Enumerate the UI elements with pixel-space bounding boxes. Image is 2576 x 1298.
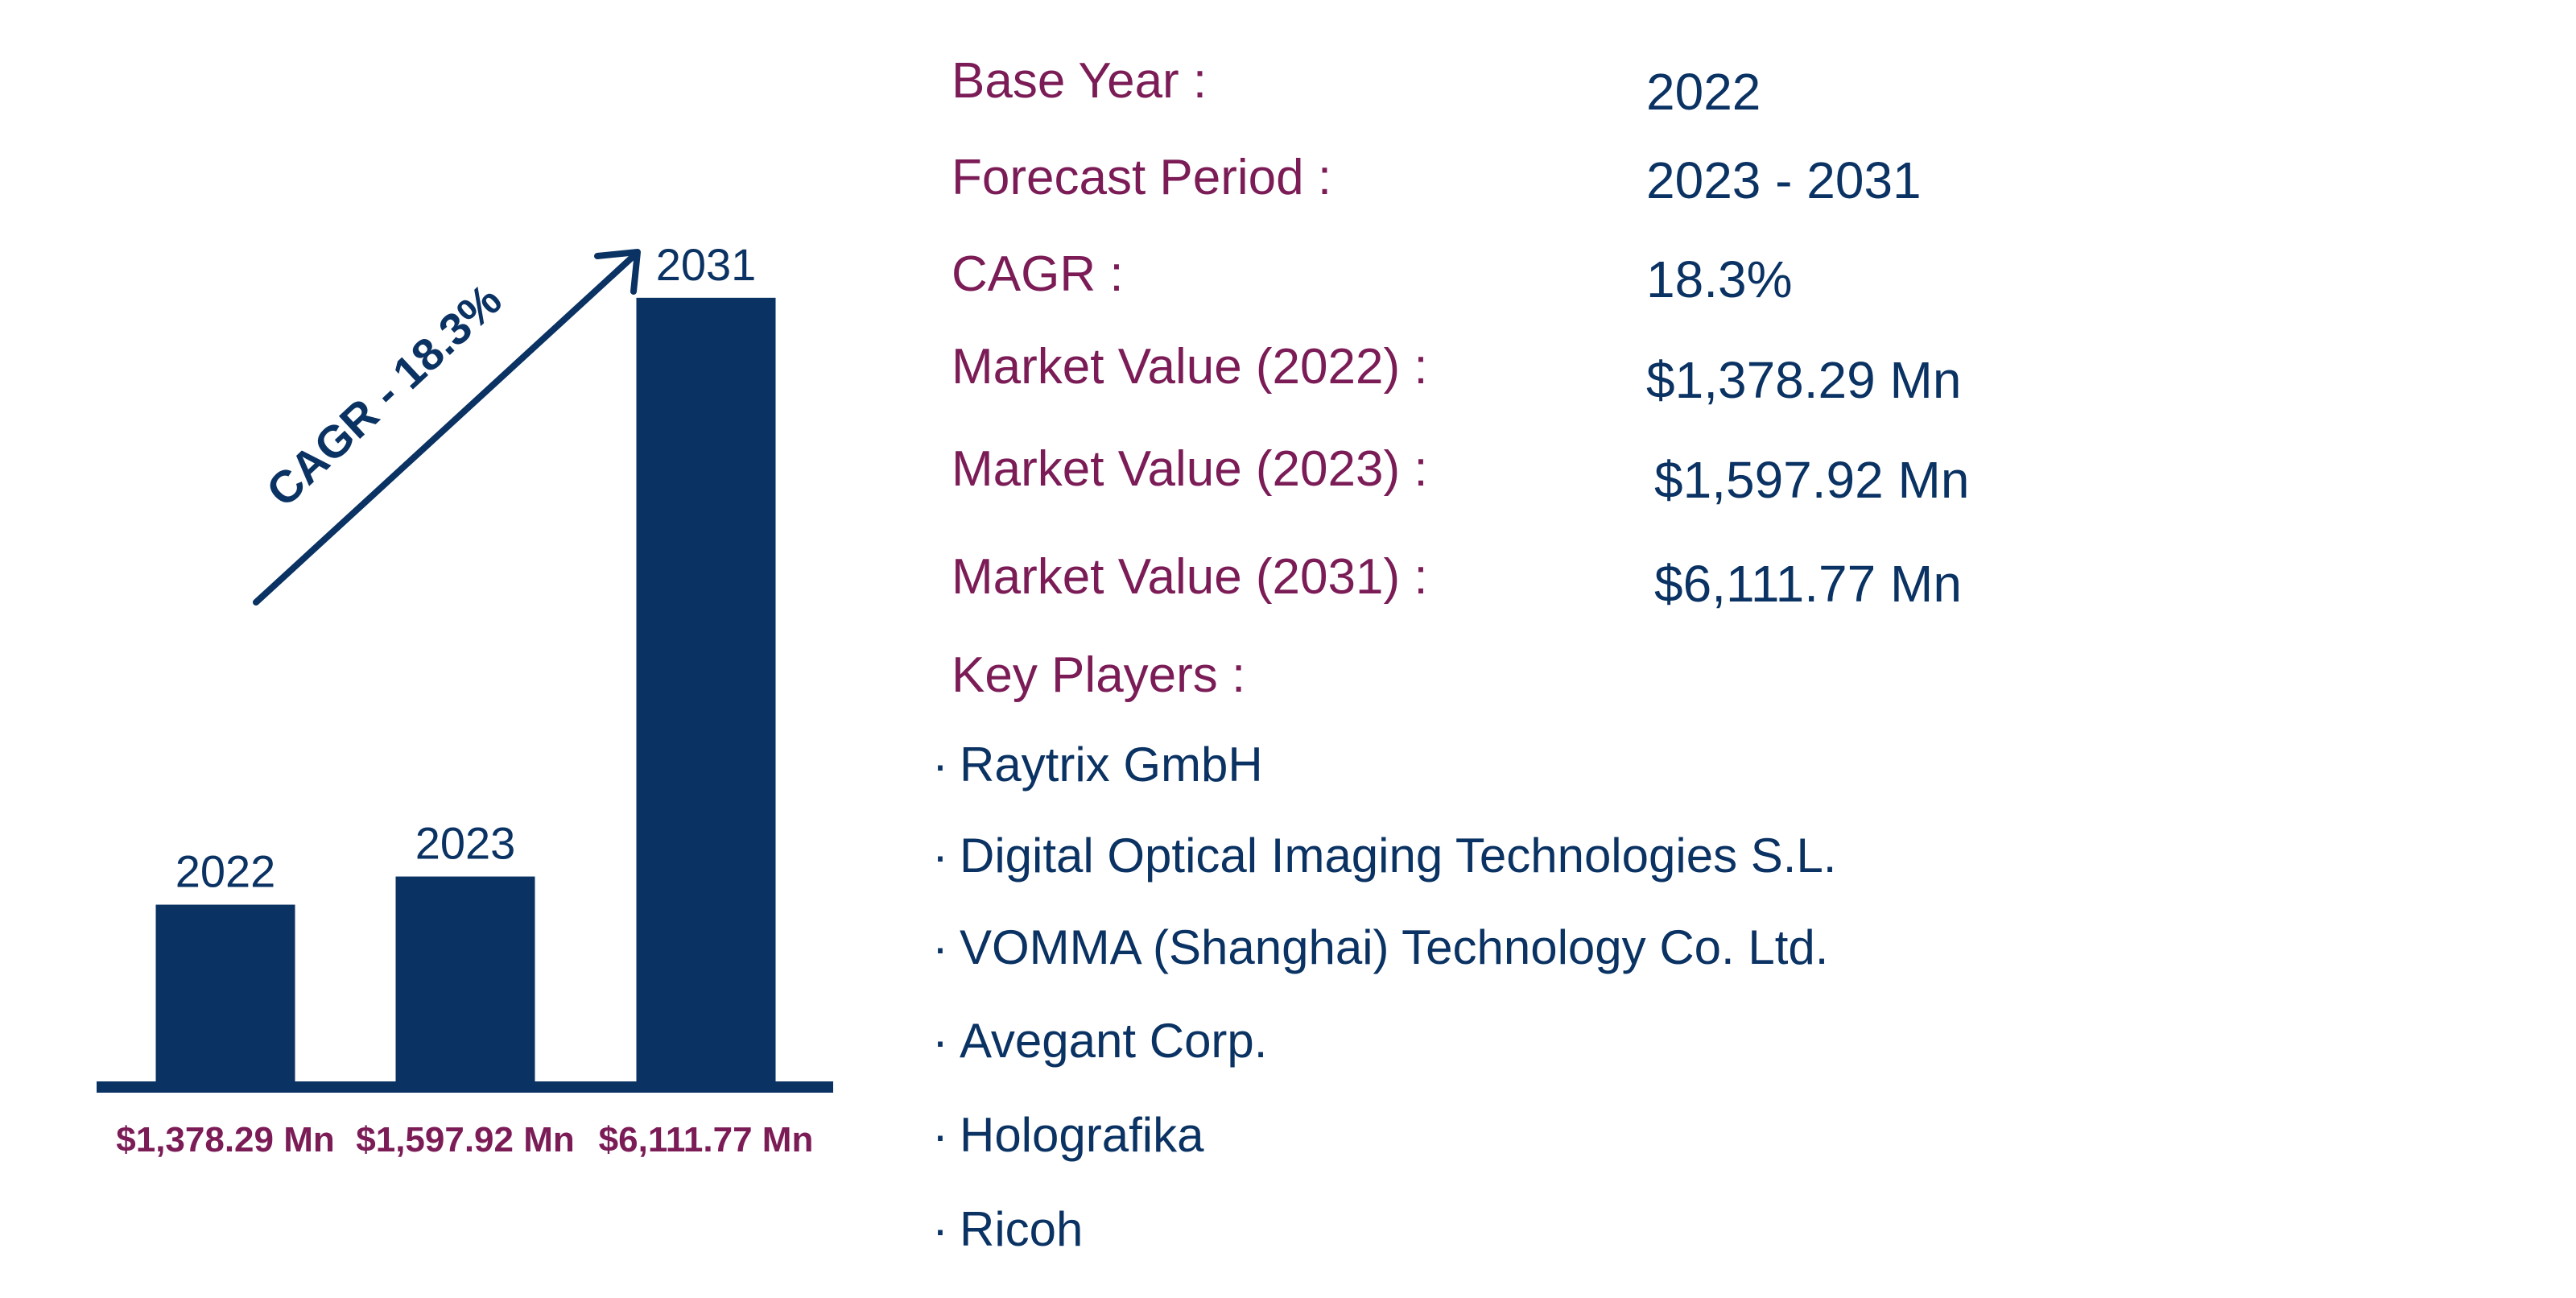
stat-label-market-value-2023: Market Value (2023) : — [952, 441, 1428, 497]
bar-value-label: $1,378.29 Mn — [116, 1120, 335, 1160]
bar-value-label: $1,597.92 Mn — [356, 1120, 575, 1160]
stat-label-base-year: Base Year : — [952, 53, 1208, 109]
stat-value-forecast-period: 2023 - 2031 — [1646, 151, 1922, 209]
key-player-name: VOMMA (Shanghai) Technology Co. Ltd. — [959, 920, 1829, 974]
bullet-icon: · — [932, 1202, 948, 1256]
bar-2022 — [155, 904, 295, 1081]
market-bar-chart: 2022 $1,378.29 Mn 2023 $1,597.92 Mn 2031 $6,1… — [97, 239, 833, 1160]
bullet-icon: · — [932, 1108, 948, 1162]
key-player-item: · Ricoh — [932, 1205, 1083, 1254]
bar-2023 — [395, 876, 535, 1081]
bullet-icon: · — [932, 829, 948, 883]
bar-category-label: 2022 — [175, 846, 276, 897]
stat-label-market-value-2022: Market Value (2022) : — [952, 339, 1428, 395]
cagr-arrow — [253, 249, 641, 606]
key-player-name: Ricoh — [959, 1202, 1084, 1256]
stat-value-cagr: 18.3% — [1646, 250, 1793, 308]
stat-value-market-value-2023: $1,597.92 Mn — [1654, 451, 1970, 509]
stat-value-base-year: 2022 — [1646, 63, 1761, 121]
bar-category-label: 2023 — [415, 818, 516, 869]
bar-value-label: $6,111.77 Mn — [599, 1120, 814, 1160]
key-player-name: Avegant Corp. — [959, 1014, 1268, 1068]
key-player-item: · VOMMA (Shanghai) Technology Co. Ltd. — [932, 924, 1828, 972]
key-player-name: Holografika — [959, 1108, 1204, 1162]
key-player-item: · Digital Optical Imaging Technologies S.… — [932, 832, 1836, 880]
bar-2031 — [636, 297, 776, 1081]
cagr-arrow-head-icon — [594, 249, 641, 295]
key-players-title: Key Players : — [952, 647, 1246, 703]
key-player-item: · Raytrix GmbH — [932, 741, 1263, 789]
stat-label-market-value-2031: Market Value (2031) : — [952, 549, 1428, 605]
bullet-icon: · — [932, 738, 948, 792]
stat-value-market-value-2031: $6,111.77 Mn — [1654, 555, 1962, 613]
bar-category-label: 2031 — [656, 239, 757, 290]
key-player-item: · Holografika — [932, 1111, 1203, 1160]
bars-layer: 2022 $1,378.29 Mn 2023 $1,597.92 Mn 2031 $6,1… — [116, 239, 813, 1160]
bullet-icon: · — [932, 1014, 948, 1068]
key-player-name: Raytrix GmbH — [959, 738, 1263, 792]
stat-label-cagr: CAGR : — [952, 246, 1124, 302]
stat-value-market-value-2022: $1,378.29 Mn — [1646, 351, 1962, 409]
stat-label-forecast-period: Forecast Period : — [952, 150, 1332, 205]
cagr-arrow-line — [253, 253, 637, 606]
key-player-name: Digital Optical Imaging Technologies S.L… — [959, 829, 1837, 883]
key-player-item: · Avegant Corp. — [932, 1017, 1267, 1065]
bullet-icon: · — [932, 920, 948, 974]
